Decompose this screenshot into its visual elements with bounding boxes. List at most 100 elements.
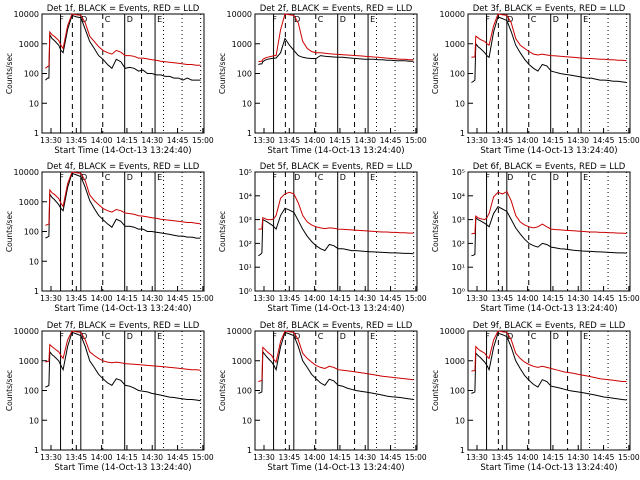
- event-marker: D: [553, 15, 559, 24]
- y-tick-label: 100: [24, 387, 39, 396]
- event-marker: C: [318, 332, 324, 341]
- event-marker: D: [553, 173, 559, 182]
- x-axis-label: Start Time (14-Oct-13 13:24:40): [267, 304, 404, 314]
- series-lld-line: [258, 330, 414, 382]
- x-tick-label: 14:00: [91, 294, 113, 303]
- x-tick-label: 14:15: [116, 136, 138, 145]
- event-marker: D: [127, 173, 133, 182]
- event-marker: E: [583, 332, 588, 341]
- event-marker: E: [157, 15, 162, 24]
- y-tick-label: 1000: [445, 40, 465, 49]
- y-tick-label: 10000: [227, 10, 252, 19]
- plot-title: Det 5f, BLACK = Events, RED = LLD: [260, 162, 413, 172]
- x-axis-label: Start Time (14-Oct-13 13:24:40): [54, 304, 191, 314]
- x-tick-label: 14:00: [304, 136, 326, 145]
- plot-frame: [254, 13, 418, 134]
- y-tick-label: 10: [455, 416, 465, 425]
- event-marker: D: [340, 173, 346, 182]
- x-tick-label: 14:45: [380, 453, 402, 462]
- x-tick-label: 14:00: [304, 453, 326, 462]
- x-tick-label: 15:00: [618, 294, 640, 303]
- y-tick-label: 1: [34, 287, 39, 296]
- plot-title: Det 6f, BLACK = Events, RED = LLD: [473, 162, 626, 172]
- y-tick-label: 10000: [14, 327, 39, 336]
- event-marker: F: [485, 332, 490, 341]
- x-tick-label: 13:30: [40, 294, 62, 303]
- x-tick-label: 13:30: [466, 294, 488, 303]
- plot-frame: [467, 171, 631, 292]
- plot-panel-8: F D C D E 1 10 100 1000 10000 13:30 13:45 14:00 14:15…: [218, 321, 427, 473]
- x-tick-label: 13:45: [65, 453, 87, 462]
- y-tick-label: 10³: [239, 216, 252, 225]
- y-tick-label: 10⁴: [239, 192, 252, 201]
- event-marker: F: [485, 15, 490, 24]
- plot-panel-9: F D C D E 1 10 100 1000 10000 13:30 13:45 14:00 14:15…: [431, 321, 640, 473]
- series-lld-line: [258, 191, 414, 234]
- series-lld-line: [45, 171, 201, 226]
- y-tick-label: 10000: [14, 168, 39, 177]
- y-tick-label: 1000: [19, 198, 39, 207]
- x-tick-label: 14:00: [517, 294, 539, 303]
- y-tick-label: 100: [450, 70, 465, 79]
- y-tick-label: 10²: [452, 239, 465, 248]
- series-events-line: [45, 331, 201, 402]
- x-tick-label: 14:45: [380, 294, 402, 303]
- plot-panel-4: F D C D E 1 10 100 1000 10000 13:30 13:45 14:00 14:15…: [5, 162, 214, 314]
- event-marker: F: [272, 332, 277, 341]
- x-tick-label: 14:30: [354, 453, 376, 462]
- plot-frame: [41, 330, 205, 451]
- x-tick-label: 14:15: [329, 294, 351, 303]
- x-tick-label: 14:15: [542, 453, 564, 462]
- series-lld-line: [471, 190, 627, 235]
- x-tick-label: 15:00: [618, 136, 640, 145]
- event-marker: F: [59, 332, 64, 341]
- plot-panel-2: F D C D E 1 10 100 1000 10000 13:30 13:45 14:00 14:15…: [218, 4, 427, 156]
- x-tick-label: 14:45: [167, 136, 189, 145]
- y-tick-label: 1000: [19, 357, 39, 366]
- event-marker: D: [127, 332, 133, 341]
- x-axis-label: Start Time (14-Oct-13 13:24:40): [54, 463, 191, 473]
- x-axis-label: Start Time (14-Oct-13 13:24:40): [480, 146, 617, 156]
- y-tick-label: 10⁵: [452, 168, 465, 177]
- event-marker: D: [553, 332, 559, 341]
- event-marker: E: [370, 332, 375, 341]
- plot-title: Det 3f, BLACK = Events, RED = LLD: [473, 4, 626, 14]
- series-events-line: [45, 172, 201, 239]
- y-tick-label: 10¹: [452, 263, 465, 272]
- event-marker: C: [318, 15, 324, 24]
- event-marker: D: [81, 332, 87, 341]
- y-tick-label: 10¹: [239, 263, 252, 272]
- plot-frame: [254, 171, 418, 292]
- x-tick-label: 15:00: [192, 294, 214, 303]
- x-axis-label: Start Time (14-Oct-13 13:24:40): [480, 463, 617, 473]
- y-axis-label: Counts/sec: [218, 370, 227, 411]
- series-lld-line: [471, 13, 627, 62]
- x-tick-label: 14:30: [354, 136, 376, 145]
- y-tick-label: 10000: [440, 10, 465, 19]
- x-tick-label: 14:00: [304, 294, 326, 303]
- x-tick-label: 14:45: [380, 136, 402, 145]
- y-tick-label: 100: [24, 228, 39, 237]
- plot-title: Det 4f, BLACK = Events, RED = LLD: [47, 162, 200, 172]
- y-tick-label: 10: [29, 99, 39, 108]
- x-tick-label: 14:15: [116, 294, 138, 303]
- event-marker: C: [531, 332, 537, 341]
- y-tick-label: 10⁴: [452, 192, 465, 201]
- y-tick-label: 10²: [239, 239, 252, 248]
- x-tick-label: 14:15: [542, 294, 564, 303]
- x-tick-label: 13:45: [278, 294, 300, 303]
- x-tick-label: 14:15: [542, 136, 564, 145]
- plot-title: Det 1f, BLACK = Events, RED = LLD: [47, 4, 200, 14]
- event-marker: E: [157, 332, 162, 341]
- series-lld-line: [471, 330, 627, 382]
- x-tick-label: 14:45: [167, 453, 189, 462]
- y-tick-label: 1000: [232, 357, 252, 366]
- plot-title: Det 8f, BLACK = Events, RED = LLD: [260, 321, 413, 331]
- x-tick-label: 15:00: [192, 453, 214, 462]
- y-tick-label: 10³: [452, 216, 465, 225]
- event-marker: D: [507, 332, 513, 341]
- event-marker: E: [583, 173, 588, 182]
